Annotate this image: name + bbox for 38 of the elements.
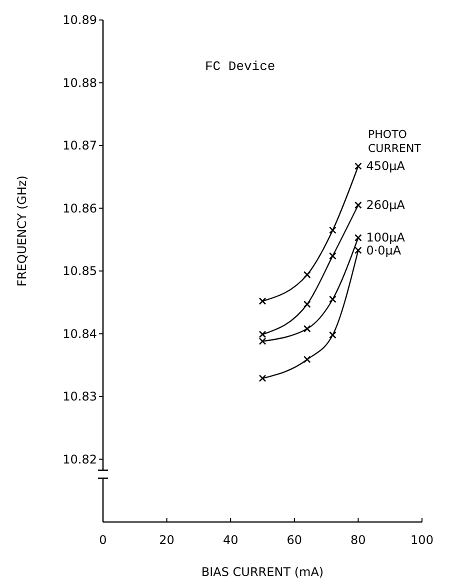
series-label: 450μA (366, 159, 406, 174)
point (304, 300, 311, 308)
y-tick-label: 10.89 (62, 13, 97, 27)
point (258, 374, 266, 382)
x-tick-label: 100 (410, 533, 434, 547)
point (304, 356, 311, 364)
point (329, 226, 336, 234)
point (329, 331, 336, 339)
point (329, 252, 336, 260)
point (354, 246, 362, 254)
point (304, 325, 311, 332)
y-tick-label: 10.83 (62, 390, 97, 404)
y-tick-label: 10.85 (62, 264, 97, 278)
series-label: 260μA (366, 198, 406, 212)
x-tick-label: 20 (159, 533, 174, 547)
point (258, 338, 266, 345)
y-tick-label: 10.86 (62, 201, 97, 216)
y-tick-label: 10.82 (62, 452, 97, 466)
point (354, 234, 362, 242)
series-label: 0·0μA (366, 243, 402, 258)
x-tick-label: 80 (350, 533, 366, 547)
y-tick-label: 10.87 (62, 138, 97, 152)
point (354, 162, 362, 170)
y-axis-title: FREQUENCY (GHz) (15, 176, 29, 286)
y-tick-label: 10.84 (62, 326, 97, 341)
text: FC Device (205, 59, 276, 74)
point (258, 330, 266, 338)
x-tick-label: 0 (99, 533, 107, 547)
series-label: 100μA (366, 230, 406, 245)
point (258, 297, 266, 305)
point (329, 296, 336, 303)
point (304, 271, 311, 278)
x-tick-label: 60 (286, 533, 302, 547)
y-tick-label: 10.88 (62, 76, 97, 90)
legend-title: PHOTO CURRENT (368, 128, 422, 156)
x-axis-title: BIAS CURRENT (mA) (201, 565, 324, 579)
point (354, 201, 362, 209)
x-tick-label: 40 (222, 533, 238, 547)
